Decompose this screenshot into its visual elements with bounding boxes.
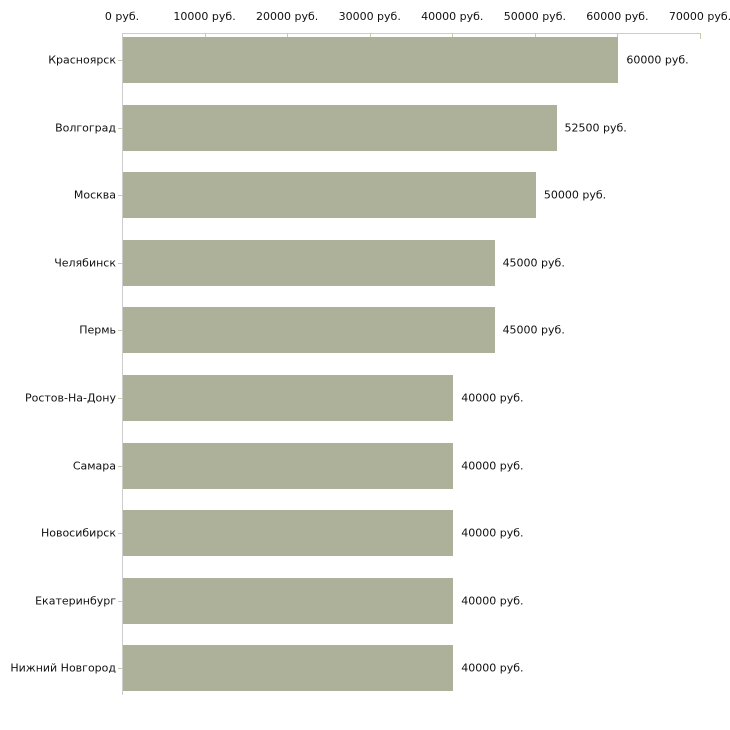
x-tick-label: 40000 руб. (421, 10, 484, 23)
bar-4 (123, 307, 495, 354)
y-axis-line (122, 33, 123, 695)
x-tick-mark (369, 34, 371, 39)
bar-3 (123, 239, 495, 286)
category-label: Екатеринбург (35, 594, 116, 608)
category-label: Волгоград (55, 121, 116, 135)
y-tick-mark (118, 330, 122, 332)
bar-9 (123, 645, 454, 692)
x-tick-label: 10000 руб. (173, 10, 236, 23)
category-label: Самара (72, 459, 116, 473)
category-label: Пермь (79, 323, 116, 337)
y-tick-mark (118, 600, 122, 602)
x-tick-mark (204, 34, 206, 39)
bar-0 (123, 37, 619, 83)
x-tick-mark (287, 34, 289, 39)
category-label: Челябинск (54, 256, 116, 270)
x-tick-label: 30000 руб. (338, 10, 401, 23)
x-tick-label: 50000 руб. (503, 10, 566, 23)
x-tick-mark (534, 34, 536, 39)
y-tick-mark (118, 60, 122, 61)
x-tick-label: 70000 руб. (668, 10, 730, 23)
category-label: Москва (73, 188, 116, 202)
y-tick-mark (118, 533, 122, 535)
y-tick-mark (118, 398, 122, 399)
value-label: 40000 руб. (461, 594, 524, 608)
value-label: 40000 руб. (461, 459, 524, 473)
value-label: 45000 руб. (502, 256, 565, 270)
x-tick-mark (452, 34, 454, 39)
x-axis-line (122, 33, 701, 34)
value-label: 45000 руб. (502, 323, 565, 337)
category-label: Новосибирск (40, 526, 116, 540)
bar-8 (123, 577, 454, 624)
x-tick-mark (617, 34, 619, 39)
y-tick-mark (118, 127, 122, 129)
category-label: Нижний Новгород (10, 661, 116, 675)
bar-6 (123, 442, 454, 489)
category-label: Ростов-На-Дону (24, 391, 116, 405)
bar-2 (123, 172, 536, 219)
value-label: 40000 руб. (461, 526, 524, 540)
value-label: 60000 руб. (626, 53, 689, 67)
value-label: 52500 руб. (564, 121, 627, 135)
x-tick-label: 0 руб. (104, 10, 140, 23)
x-tick-mark (700, 34, 701, 39)
x-tick-label: 20000 руб. (256, 10, 319, 23)
y-tick-mark (118, 465, 122, 467)
value-label: 40000 руб. (461, 391, 524, 405)
bar-5 (123, 375, 454, 421)
bar-1 (123, 104, 557, 151)
bar-7 (123, 510, 454, 557)
value-label: 40000 руб. (461, 661, 524, 675)
category-label: Красноярск (48, 53, 116, 67)
y-tick-mark (118, 195, 122, 197)
y-tick-mark (118, 262, 122, 264)
y-tick-mark (118, 668, 122, 670)
value-label: 50000 руб. (543, 188, 607, 202)
x-tick-label: 60000 руб. (586, 10, 649, 23)
